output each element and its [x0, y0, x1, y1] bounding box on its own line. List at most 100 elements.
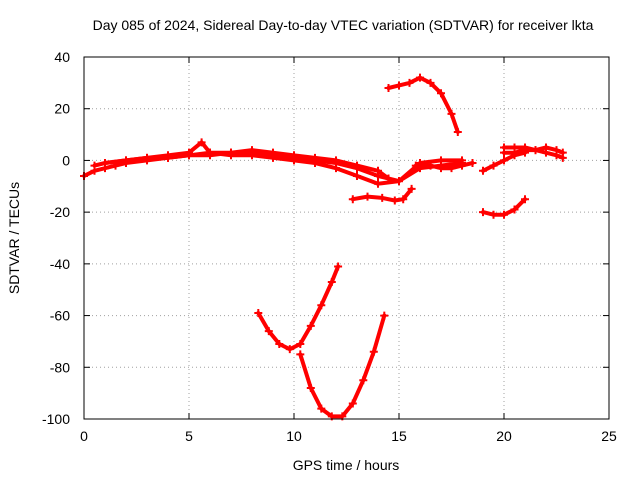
y-tick-label: -60: [50, 308, 70, 324]
data-point: [521, 143, 529, 152]
grid-layer: [84, 57, 609, 419]
data-point: [254, 308, 263, 317]
series-low-arc-right: [479, 195, 529, 219]
series-trace: [298, 313, 387, 419]
data-point: [363, 192, 372, 201]
data-point: [489, 161, 498, 170]
x-tick-label: 15: [391, 428, 407, 444]
data-point: [447, 109, 456, 118]
data-point: [143, 153, 151, 162]
data-point: [353, 171, 361, 180]
y-tick-label: 20: [54, 101, 70, 117]
data-point: [275, 340, 284, 349]
y-axis-label: SDTVAR / TECUs: [6, 182, 22, 294]
y-tick-label: 40: [54, 49, 70, 65]
data-point: [248, 146, 256, 155]
series-trace: [256, 264, 341, 352]
data-point: [510, 143, 519, 152]
x-tick-label: 0: [80, 428, 88, 444]
data-point: [426, 78, 435, 87]
data-point: [384, 84, 393, 93]
x-axis-label: GPS time / hours: [293, 457, 400, 473]
series-deep-arc-right: [296, 311, 389, 421]
data-point: [122, 156, 130, 165]
data-point: [542, 148, 550, 157]
data-point: [500, 156, 508, 165]
data-point: [479, 208, 487, 217]
data-point: [437, 156, 445, 165]
data-point: [458, 161, 466, 170]
x-tick-label: 25: [601, 428, 617, 444]
data-point: [411, 161, 420, 170]
series-high-arc: [384, 73, 462, 136]
series-short-arc-lower: [411, 159, 477, 173]
series-deep-arc-left: [254, 262, 343, 354]
y-tick-label: -100: [42, 411, 70, 427]
data-point: [359, 376, 368, 385]
data-point: [395, 177, 403, 186]
data-point: [437, 89, 445, 98]
data-point: [285, 345, 294, 354]
data-point: [437, 164, 445, 173]
series-main-band-upper: [101, 138, 393, 183]
data-point: [334, 262, 343, 271]
data-point: [380, 311, 389, 320]
data-point: [489, 210, 498, 219]
data-point: [290, 151, 298, 160]
data-point: [468, 159, 477, 168]
data-point: [531, 146, 540, 155]
data-point: [447, 164, 456, 173]
data-point: [197, 138, 206, 147]
data-point: [390, 196, 399, 205]
y-tick-label: -40: [50, 256, 70, 272]
x-tick-label: 5: [185, 428, 193, 444]
data-point: [206, 148, 214, 157]
data-point: [407, 184, 416, 193]
data-point: [479, 166, 487, 175]
y-tick-label: -20: [50, 204, 70, 220]
data-point: [101, 159, 109, 168]
data-point: [311, 153, 319, 162]
data-point: [399, 195, 408, 204]
data-point: [558, 153, 567, 162]
data-point: [369, 347, 378, 356]
data-point: [416, 73, 424, 82]
data-point: [269, 148, 277, 157]
data-point: [317, 404, 326, 413]
data-point: [521, 195, 529, 204]
series-evening-lower-arc: [500, 143, 567, 162]
data-point: [296, 340, 305, 349]
data-point: [306, 321, 315, 330]
data-point: [185, 148, 193, 157]
data-point: [384, 174, 393, 183]
series-evening-rising-arc: [479, 148, 529, 175]
data-point: [453, 127, 462, 136]
x-tick-label: 20: [496, 428, 512, 444]
data-point: [426, 161, 435, 170]
data-point: [378, 193, 387, 202]
data-point: [164, 151, 172, 160]
data-point: [374, 179, 382, 188]
data-point: [500, 210, 508, 219]
data-point: [90, 161, 99, 170]
data-point: [327, 277, 336, 286]
data-point: [353, 161, 361, 170]
data-point: [552, 151, 561, 160]
data-point: [395, 81, 403, 90]
data-point: [227, 148, 235, 157]
data-point: [405, 78, 414, 87]
y-tick-label: -80: [50, 359, 70, 375]
data-point: [317, 301, 326, 310]
data-point: [510, 205, 519, 214]
series-trace: [103, 140, 391, 181]
data-point: [374, 166, 382, 175]
data-point: [296, 350, 305, 359]
series-layer: [80, 73, 567, 421]
plot-frame: [83, 56, 610, 420]
y-tick-label: 0: [62, 152, 70, 168]
data-point: [348, 195, 357, 204]
data-point: [332, 156, 340, 165]
x-tick-label: 10: [286, 428, 302, 444]
data-point: [500, 143, 508, 152]
